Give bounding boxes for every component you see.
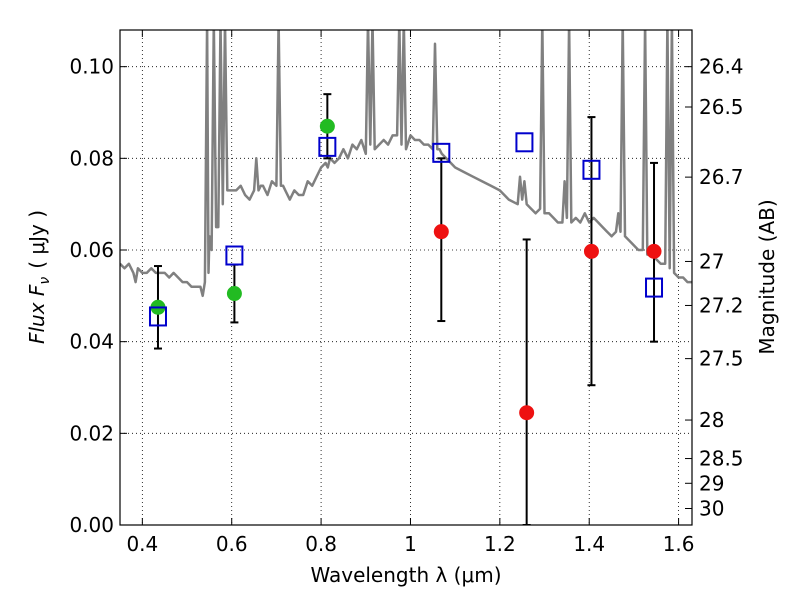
right-tick-label: 27 [699,249,724,273]
data-point-red [519,405,535,421]
y-tick-label: 0.08 [69,146,114,170]
tick-labels: 0.4 0.6 0.8 1 1.2 1.4 1.6 0.00 0.02 0.04 0.06 0.08 0… [69,55,743,556]
model-square [515,132,534,153]
x-tick-label: 1.4 [573,532,605,556]
model-square [582,159,601,180]
x-tick-label: 1.6 [663,532,695,556]
x-axis-title: Wavelength λ (μm) [310,563,501,587]
data-point-green [226,286,242,302]
right-tick-label: 29 [699,471,724,495]
right-tick-label: 27.2 [699,293,744,317]
x-tick-label: 0.4 [126,532,158,556]
model-square [645,277,664,298]
y-tick-label: 0.06 [69,238,114,262]
right-tick-label: 27.5 [699,347,744,371]
y-tick-label: 0.00 [69,513,114,537]
right-tick-label: 26.7 [699,165,744,189]
y-axis-title-unit: ( μJy ) [25,210,49,269]
right-tick-label: 28.5 [699,447,744,471]
right-axis-title: Magnitude (AB) [755,199,779,354]
errorbars [153,93,659,525]
spectrum-line [120,30,692,298]
x-tick-label: 0.6 [216,532,248,556]
right-tick-label: 26.4 [699,55,744,79]
right-tick-label: 26.5 [699,95,744,119]
data-point-red [646,243,662,259]
plot-content [120,30,692,525]
model-photometry [148,132,664,327]
x-tick-label: 1 [404,532,417,556]
detection-points [150,118,662,421]
x-tick-label: 0.8 [305,532,337,556]
right-tick-label: 28 [699,408,724,432]
y-tick-label: 0.02 [69,421,114,445]
x-tick-label: 1.2 [484,532,516,556]
svg-text:Flux Fν( μJy ): Flux Fν ( μJy ) [25,210,53,344]
model-square [318,136,337,157]
y-tick-label: 0.10 [69,55,114,79]
y-axis-title: Flux Fν ( μJy ) [25,210,53,344]
data-point-red [583,243,599,259]
data-point-red [433,224,449,240]
y-axis-title-main: Flux F [25,284,49,344]
model-square [225,245,244,266]
y-axis-title-sub: ν [37,277,53,285]
model-square [432,142,451,163]
y-tick-label: 0.04 [69,330,114,354]
plot-frame [119,29,693,526]
data-point-green [319,118,335,134]
ticks [120,30,692,526]
right-tick-label: 30 [699,497,724,521]
model-square [148,306,167,327]
